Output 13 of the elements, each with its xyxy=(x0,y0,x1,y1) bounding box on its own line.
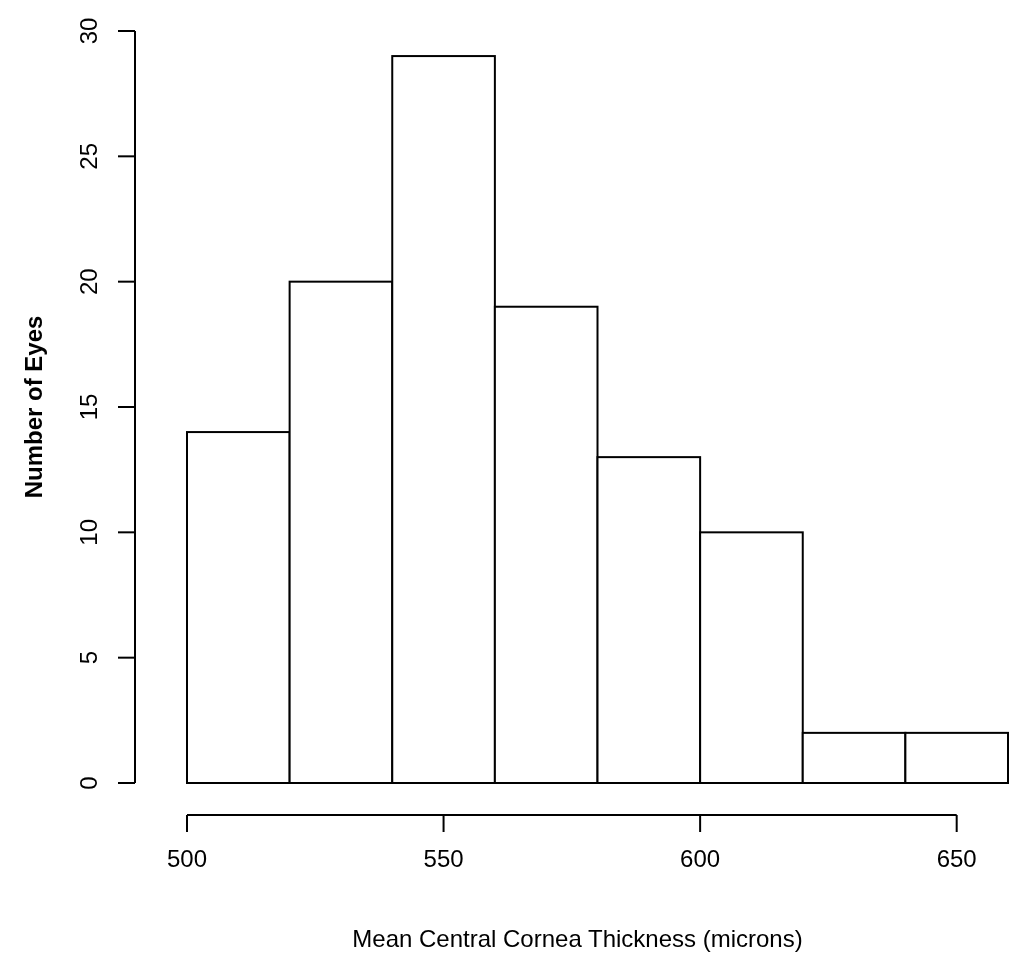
x-tick-label: 550 xyxy=(423,845,464,872)
x-tick-label: 500 xyxy=(166,845,208,872)
y-tick-label: 30 xyxy=(75,17,102,45)
x-tick-label: 600 xyxy=(680,845,721,872)
x-axis-title: Mean Central Cornea Thickness (microns) xyxy=(352,925,803,952)
y-axis-title: Number of Eyes xyxy=(20,315,47,499)
y-tick-label: 20 xyxy=(75,268,102,296)
y-tick-label: 0 xyxy=(75,776,102,790)
y-tick-label: 5 xyxy=(75,650,102,665)
y-tick-label: 15 xyxy=(75,393,102,421)
y-tick-label: 10 xyxy=(75,518,102,546)
y-tick-label: 25 xyxy=(75,142,102,170)
x-tick-label: 650 xyxy=(936,845,977,872)
